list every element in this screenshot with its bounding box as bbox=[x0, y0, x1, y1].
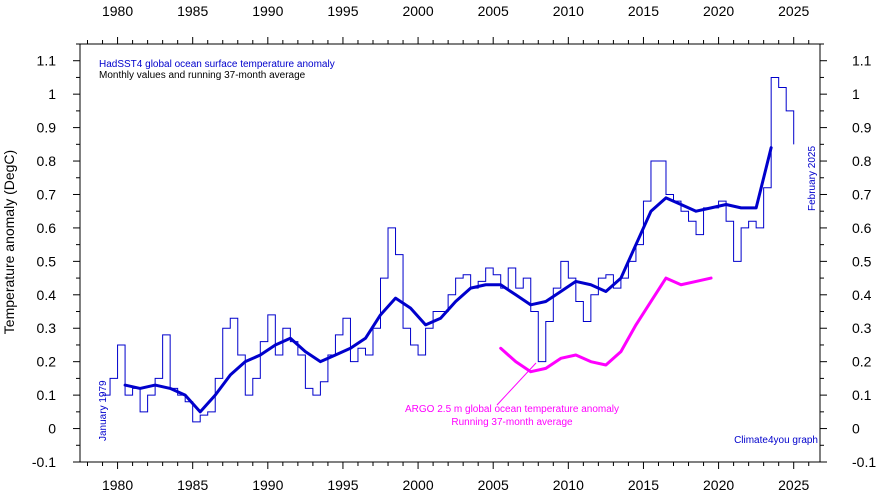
y-tick-label: 0.5 bbox=[37, 253, 57, 269]
y-tick-label: -0.1 bbox=[852, 454, 876, 470]
x-tick-label: 2025 bbox=[778, 3, 809, 19]
y-tick-label: 1 bbox=[852, 86, 860, 102]
y-tick-label: 0.3 bbox=[852, 320, 872, 336]
x-tick-label: 2015 bbox=[628, 3, 659, 19]
series-running-average-line bbox=[123, 146, 773, 414]
x-tick-labels-top: 1980 1985 1990 1995 2000 2005 2010 2015 2020 2025 bbox=[102, 3, 810, 19]
y-tick-label: 1.1 bbox=[37, 53, 57, 69]
x-tick-label: 2020 bbox=[703, 3, 734, 19]
credit-label: Climate4you graph bbox=[734, 435, 818, 446]
y-tick-label: 0.1 bbox=[852, 387, 872, 403]
chart-subtitle: Monthly values and running 37-month aver… bbox=[99, 70, 306, 81]
x-tick-label: 1990 bbox=[252, 3, 283, 19]
x-tick-label: 2005 bbox=[478, 3, 509, 19]
x-tick-label: 2000 bbox=[402, 3, 433, 19]
y-tick-label: 0.8 bbox=[37, 153, 57, 169]
series-layer bbox=[102, 76, 795, 423]
x-tick-label: 1995 bbox=[327, 477, 358, 493]
x-tick-label: 2010 bbox=[553, 477, 584, 493]
argo-label-line2: Running 37-month average bbox=[451, 417, 573, 428]
y-tick-label: 0.6 bbox=[852, 220, 872, 236]
y-tick-label: 0.1 bbox=[37, 387, 57, 403]
x-tick-label: 1980 bbox=[102, 3, 133, 19]
y-tick-label: -0.1 bbox=[32, 454, 56, 470]
chart-title: HadSST4 global ocean surface temperature… bbox=[99, 59, 335, 70]
y-tick-label: 1 bbox=[48, 86, 56, 102]
x-tick-label: 1985 bbox=[177, 3, 208, 19]
y-tick-label: 0 bbox=[852, 421, 860, 437]
x-tick-label: 2020 bbox=[703, 477, 734, 493]
y-tick-label: 0.7 bbox=[37, 186, 57, 202]
y-tick-labels-left: -0.1 0 0.1 0.2 0.3 0.4 0.5 0.6 0.7 0.8 0.9 1 1.1 bbox=[32, 53, 56, 470]
x-tick-label: 1995 bbox=[327, 3, 358, 19]
argo-label-line1: ARGO 2.5 m global ocean temperature anom… bbox=[405, 404, 619, 415]
y-tick-label: 0.2 bbox=[852, 354, 872, 370]
y-tick-label: 0 bbox=[48, 421, 56, 437]
y-tick-labels-right: -0.1 0 0.1 0.2 0.3 0.4 0.5 0.6 0.7 0.8 0.9 1 1.1 bbox=[852, 53, 876, 470]
x-tick-label: 1990 bbox=[252, 477, 283, 493]
x-tick-label: 2025 bbox=[778, 477, 809, 493]
x-tick-label: 2005 bbox=[478, 477, 509, 493]
y-tick-label: 0.2 bbox=[37, 354, 57, 370]
y-tick-label: 0.6 bbox=[37, 220, 57, 236]
y-tick-label: 0.4 bbox=[37, 287, 57, 303]
y-tick-label: 0.9 bbox=[852, 120, 872, 136]
start-date-label: January 1979 bbox=[98, 380, 109, 441]
series-argo-average-line bbox=[499, 276, 713, 374]
y-tick-label: 0.7 bbox=[852, 186, 872, 202]
x-tick-labels-bottom: 1980 1985 1990 1995 2000 2005 2010 2015 2020 2025 bbox=[102, 477, 810, 493]
axis-ticks bbox=[73, 37, 827, 469]
x-tick-label: 1980 bbox=[102, 477, 133, 493]
y-tick-label: 0.3 bbox=[37, 320, 57, 336]
y-tick-label: 1.1 bbox=[852, 53, 872, 69]
plot-frame bbox=[79, 43, 821, 463]
y-tick-label: 0.9 bbox=[37, 120, 57, 136]
y-tick-label: 0.4 bbox=[852, 287, 872, 303]
x-tick-label: 2010 bbox=[553, 3, 584, 19]
x-tick-label: 2000 bbox=[402, 477, 433, 493]
x-tick-label: 2015 bbox=[628, 477, 659, 493]
end-date-label: February 2025 bbox=[807, 146, 818, 211]
x-tick-label: 1985 bbox=[177, 477, 208, 493]
series-monthly-line bbox=[102, 76, 795, 423]
y-tick-label: 0.8 bbox=[852, 153, 872, 169]
argo-callout-line bbox=[496, 362, 537, 406]
y-tick-label: 0.5 bbox=[852, 253, 872, 269]
y-axis-label: Temperature anomaly (DegC) bbox=[1, 150, 17, 334]
